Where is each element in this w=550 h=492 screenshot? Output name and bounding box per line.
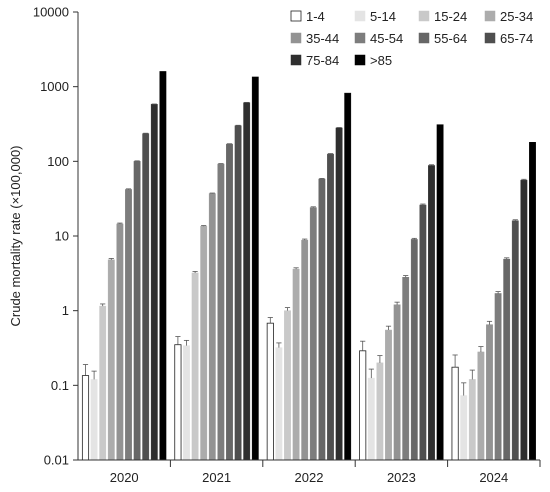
bar-2024-65-74 [511,220,519,461]
legend-swatch-1-4 [290,10,302,22]
bar-2022-45-54 [309,207,317,461]
bar-2024-25-34 [477,351,485,461]
bar-2021-45-54 [217,163,225,461]
bar-2023-45-54 [402,277,410,461]
bar-2021-15-24 [191,272,199,461]
bar-2022-5-14 [275,347,283,461]
bar-2024-55-64 [503,258,511,461]
legend-swatch-15-24 [418,10,430,22]
y-tick-label-1000: 1000 [40,79,69,94]
bar-2022-15-24 [284,310,291,461]
y-tick-label-100: 100 [47,154,69,169]
bar-2023-15-24 [376,362,384,461]
bar-2024-35-44 [486,324,493,461]
bar-2023->85 [436,124,444,461]
bar-2023-35-44 [393,304,401,461]
bar-2020-55-64 [133,161,141,461]
legend-label-15-24: 15-24 [434,9,467,24]
x-tick-label-2020: 2020 [110,470,139,485]
legend-label->85: >85 [370,53,392,68]
y-axis-title-group: Crude mortality rate (×100,000) [8,145,23,326]
bar-2023-55-64 [410,239,418,461]
bar-2024-15-24 [468,379,476,461]
y-tick-label-10000: 10000 [33,5,69,20]
legend-swatch-55-64 [418,32,430,44]
bar-2020-15-24 [99,305,107,461]
bar-2024->85 [529,142,536,461]
legend-label-35-44: 35-44 [306,31,339,46]
bar-2023-75-84 [428,165,435,461]
legend-label-25-34: 25-34 [500,9,533,24]
bar-2022-25-34 [292,268,300,461]
bar-2022-35-44 [301,239,309,461]
legend-swatch-35-44 [290,32,302,44]
bar-2023-65-74 [419,204,427,461]
x-tick-label-2022: 2022 [295,470,324,485]
bar-2023-1-4 [359,350,367,461]
y-tick-label-0.1: 0.1 [51,378,69,393]
bar-2022-1-4 [266,322,274,461]
x-tick-label-2024: 2024 [479,470,508,485]
y-tick-label-10: 10 [55,229,69,244]
bar-2021-75-84 [243,102,251,461]
bar-2020-5-14 [90,379,98,461]
legend-label-65-74: 65-74 [500,31,533,46]
legend-label-5-14: 5-14 [370,9,396,24]
bar-2020-65-74 [142,133,150,461]
legend-label-1-4: 1-4 [306,9,325,24]
y-tick-label-1: 1 [62,303,69,318]
legend-label-75-84: 75-84 [306,53,339,68]
bar-2021-65-74 [234,125,242,461]
bar-2024-75-84 [520,179,528,461]
y-axis-title: Crude mortality rate (×100,000) [8,145,23,326]
bar-2021-25-34 [200,226,208,461]
bar-2023-5-14 [367,377,375,461]
legend-label-45-54: 45-54 [370,31,403,46]
legend-label-55-64: 55-64 [434,31,467,46]
bar-2021-55-64 [226,143,233,461]
legend-swatch-75-84 [290,54,302,66]
x-tick-label-2023: 2023 [387,470,416,485]
bar-2021-1-4 [174,344,182,461]
legend-swatch-5-14 [354,10,366,22]
bar-2020-25-34 [107,259,115,461]
bar-2021-5-14 [183,345,190,461]
legend-swatch->85 [354,54,366,66]
bar-2022-55-64 [318,178,326,461]
bar-2022->85 [344,92,352,461]
bar-2020-75-84 [150,104,158,461]
x-tick-label-2021: 2021 [202,470,231,485]
legend-swatch-65-74 [484,32,496,44]
bar-2022-65-74 [327,153,334,461]
bar-2023-25-34 [385,329,392,461]
y-tick-label-0.01: 0.01 [44,453,69,468]
legend-swatch-45-54 [354,32,366,44]
bar-2021-35-44 [208,193,216,461]
bar-2020-1-4 [81,375,90,461]
bar-2022-75-84 [335,127,343,461]
bar-2020-35-44 [116,223,124,461]
bar-2024-5-14 [460,395,468,461]
bar-2020->85 [159,71,167,461]
bar-2024-45-54 [494,293,502,461]
bar-2021->85 [251,76,259,461]
legend-swatch-25-34 [484,10,496,22]
bar-2020-45-54 [125,189,132,461]
bar-2024-1-4 [451,366,459,461]
